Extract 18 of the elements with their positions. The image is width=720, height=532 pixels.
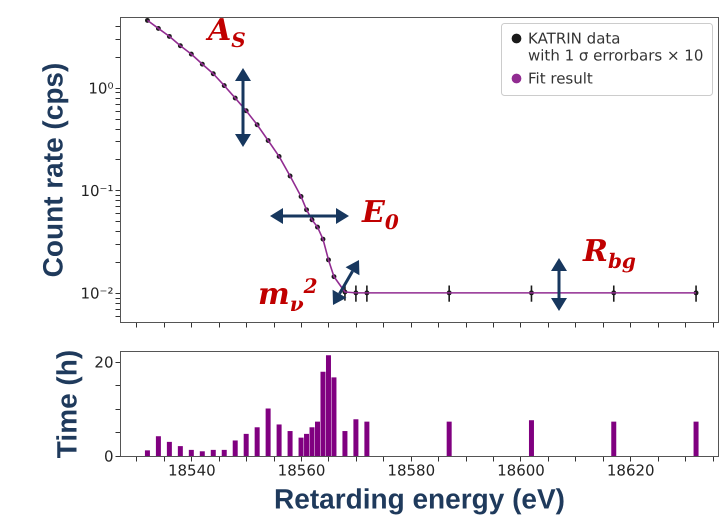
y-axis-title: Time (h) [51, 350, 82, 458]
y-axis-title: Count rate (cps) [37, 62, 68, 278]
y-tick-label: 0 [104, 448, 114, 466]
x-tick-label: 18540 [168, 462, 216, 480]
x-tick-label: 18600 [497, 462, 545, 480]
x-axis-title: Retarding energy (eV) [274, 484, 565, 514]
legend-label: KATRIN data with 1 σ errorbars × 10 [528, 30, 704, 64]
annotation: E$_{0}$ [362, 195, 399, 234]
legend-label: Fit result [528, 70, 593, 88]
x-tick-label: 18580 [387, 462, 436, 480]
y-tick-label: 10⁰ [88, 79, 114, 98]
y-tick-label: 10⁻² [80, 284, 114, 302]
y-tick-label: 20 [94, 353, 114, 372]
x-tick-label: 18560 [278, 462, 326, 480]
annotation: A$_{S}$ [208, 13, 246, 52]
y-tick-label: 10⁻¹ [80, 182, 114, 200]
annotation: R$_{bg}$ [583, 234, 636, 273]
x-tick-label: 18620 [606, 462, 655, 480]
